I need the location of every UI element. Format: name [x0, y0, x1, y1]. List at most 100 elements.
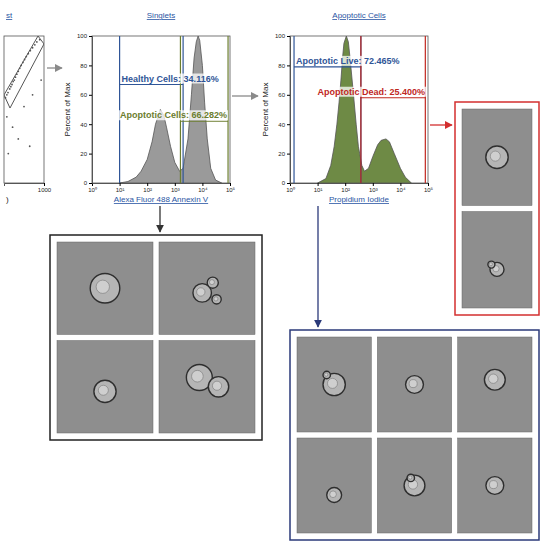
y-tick-mark [287, 183, 290, 184]
gate-label-group: Apoptotic Cells: 66.282% [119, 110, 228, 120]
image-panel [455, 102, 539, 315]
cell-image [462, 109, 532, 206]
x-axis-title: ) [6, 195, 9, 204]
x-tick-label: 10⁰ [286, 186, 295, 193]
axis-line [93, 184, 231, 187]
gate-level [120, 84, 184, 85]
event-dot [12, 126, 14, 128]
cell [486, 146, 508, 168]
image-panel [50, 235, 262, 440]
x-axis: 1000 [5, 183, 52, 193]
y-tick: 0 [282, 180, 290, 186]
x-tick: 10³ [171, 183, 180, 193]
event-dot [7, 92, 9, 94]
x-tick-label: 10⁰ [88, 186, 97, 193]
cell-nucleus [197, 288, 205, 296]
x-tick-label: 10¹ [116, 187, 125, 193]
y-tick-mark [89, 183, 92, 184]
cell [490, 262, 504, 276]
gate-level [180, 121, 228, 122]
y-tick: 100 [77, 33, 92, 39]
x-tick-mark [428, 183, 429, 186]
cell-image [159, 341, 255, 434]
x-tick-mark [147, 183, 148, 186]
x-tick: 10⁵ [226, 183, 236, 193]
cell [484, 369, 505, 390]
event-dot [11, 84, 13, 86]
image-panel [290, 330, 539, 540]
x-tick-label: 10¹ [314, 187, 323, 193]
gate-label-patch [119, 110, 228, 120]
y-tick-label: 40 [80, 122, 87, 128]
y-tick-mark [287, 124, 290, 125]
figure: 1000st)10⁰10¹10²10³10⁴10⁵020406080100Sin… [0, 0, 543, 544]
cell-nucleus [327, 378, 337, 388]
y-axis-title: Percent of Max [261, 83, 270, 137]
y-tick-mark [89, 65, 92, 66]
cell [488, 261, 495, 268]
y-tick-label: 80 [278, 63, 285, 69]
cell [406, 376, 424, 394]
x-tick: 10⁰ [88, 183, 97, 193]
y-tick-label: 0 [84, 180, 88, 186]
event-dot [40, 79, 42, 81]
cell-nucleus [212, 381, 221, 390]
gate-label-group: Healthy Cells: 34.116% [121, 74, 220, 84]
y-tick-mark [287, 65, 290, 66]
x-tick-label: 10² [341, 187, 350, 193]
plot-marks [4, 36, 44, 155]
y-tick-label: 60 [278, 92, 285, 98]
cell-nucleus [489, 481, 497, 489]
gate-label: Apoptotic Cells: 66.282% [120, 110, 227, 120]
cell [407, 474, 414, 481]
axis-line [5, 184, 45, 187]
event-dot [36, 41, 38, 43]
y-tick: 60 [80, 92, 92, 98]
y-tick: 0 [84, 180, 92, 186]
cell-image [57, 341, 153, 434]
gate [4, 36, 44, 108]
cell-nucleus [214, 297, 218, 301]
y-tick: 40 [278, 122, 290, 128]
cell-nucleus [489, 263, 492, 266]
panel-title: Singlets [147, 11, 175, 20]
gate-label-patch [121, 74, 220, 84]
y-tick: 20 [278, 151, 290, 157]
x-tick: 10¹ [314, 183, 323, 193]
x-axis: 10⁰10¹10²10³10⁴10⁵ [286, 183, 433, 193]
cell [94, 380, 116, 402]
cell-nucleus [490, 151, 500, 161]
flow-arrow [317, 206, 318, 327]
gate-edge [425, 36, 426, 183]
cell [327, 488, 342, 503]
event-dot [23, 106, 25, 108]
flow-arrow [430, 124, 452, 125]
y-tick-mark [287, 154, 290, 155]
y-tick: 100 [275, 33, 290, 39]
y-tick-label: 0 [282, 180, 286, 186]
cell-nucleus [98, 385, 108, 395]
gate-label-patch [316, 87, 426, 97]
y-tick: 40 [80, 122, 92, 128]
gate-label: Healthy Cells: 34.116% [122, 74, 219, 84]
y-tick-mark [287, 36, 290, 37]
gate-label-group: Apoptotic Dead: 25.400% [316, 87, 426, 97]
cell-image [297, 438, 371, 533]
event-dot [6, 94, 8, 96]
cell-image [458, 438, 532, 533]
y-tick-mark [89, 95, 92, 96]
cell [212, 295, 221, 304]
y-tick-mark [89, 154, 92, 155]
x-tick-mark [44, 183, 45, 186]
cell-nucleus [325, 373, 328, 376]
x-tick-label: 10³ [369, 187, 378, 193]
x-tick-mark [230, 183, 231, 186]
y-axis: 020406080100 [77, 33, 93, 186]
x-tick: 10⁰ [286, 183, 295, 193]
x-tick: 10³ [369, 183, 378, 193]
axis-line [291, 184, 429, 187]
cell-nucleus [209, 280, 214, 285]
x-tick: 1000 [38, 183, 52, 193]
y-axis-title: Percent of Max [63, 83, 72, 137]
cell-nucleus [330, 491, 337, 498]
